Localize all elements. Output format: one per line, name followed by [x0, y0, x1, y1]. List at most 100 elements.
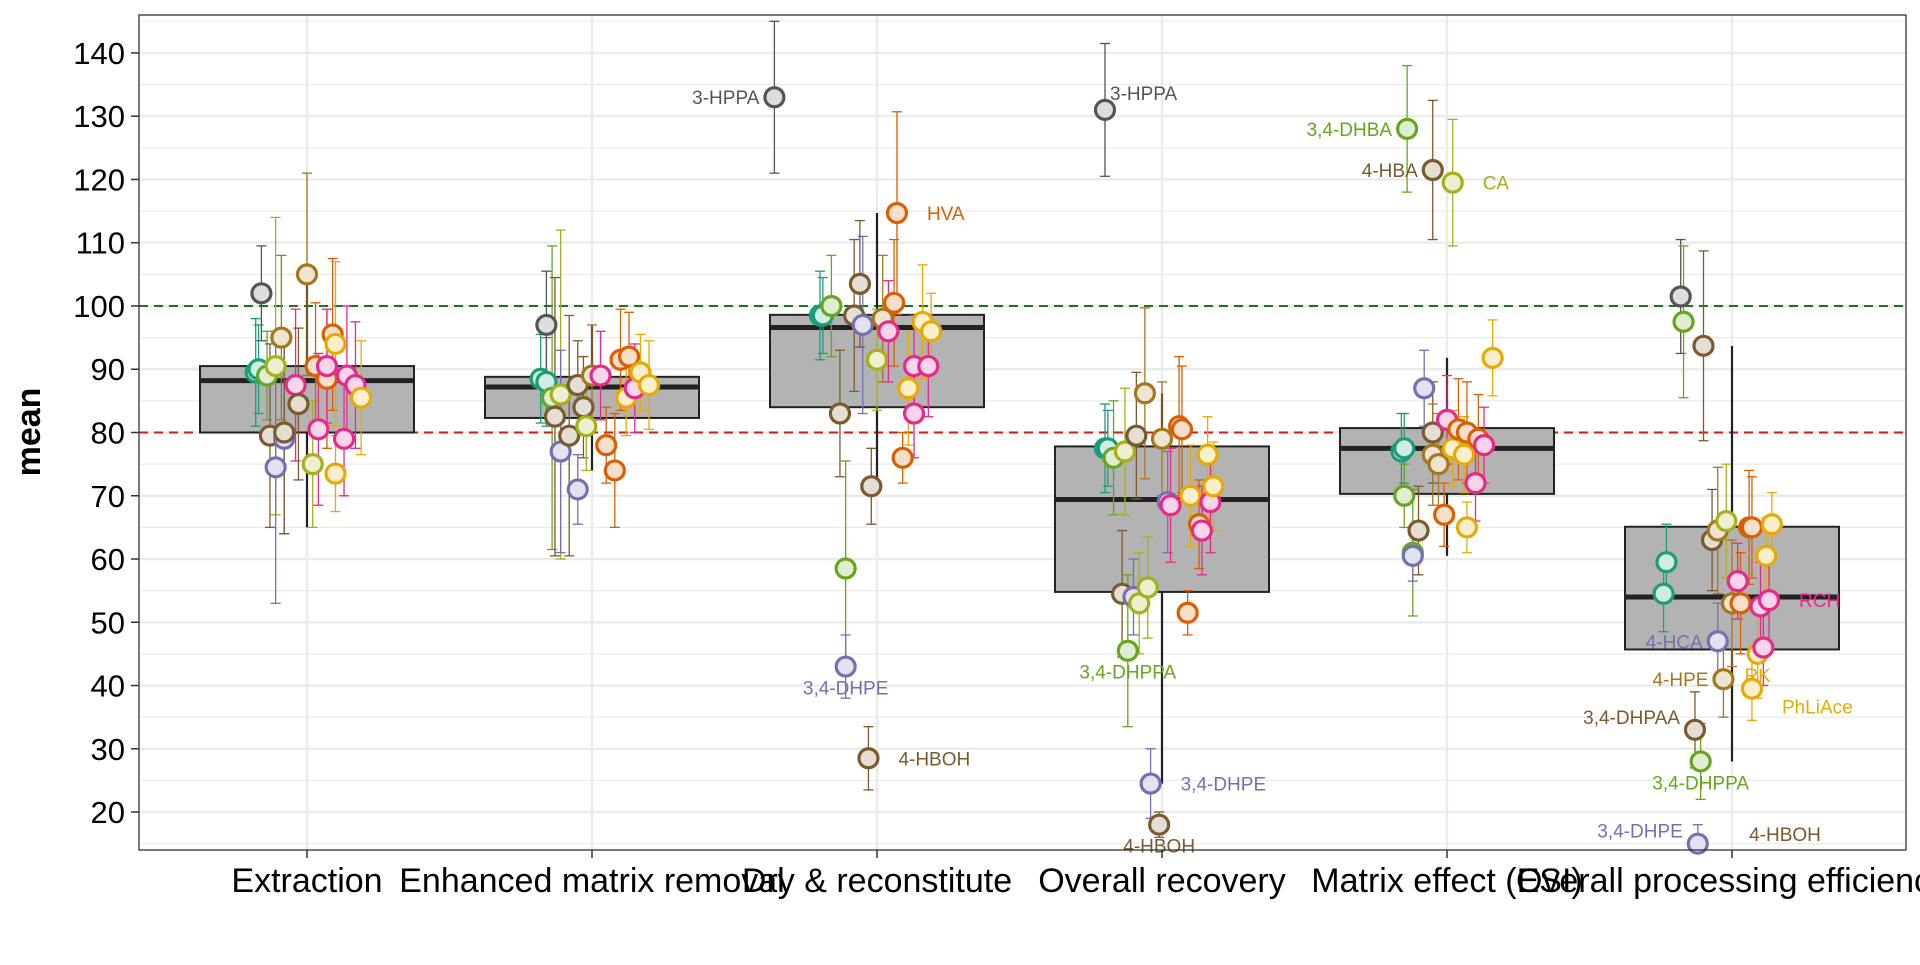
- data-point: [264, 456, 287, 479]
- data-point: [851, 313, 874, 337]
- point-label: HVA: [927, 204, 965, 225]
- point-bg: [1095, 100, 1115, 120]
- point-bg: [918, 356, 938, 376]
- point-bg: [1434, 505, 1454, 525]
- data-point: [1393, 484, 1416, 507]
- point-bg: [836, 559, 856, 579]
- point-label: 3,4-DHPE: [1181, 775, 1267, 796]
- data-point: [1481, 346, 1504, 369]
- point-bg: [1397, 119, 1417, 139]
- data-point: [250, 282, 273, 305]
- boxes-layer: [199, 212, 1840, 784]
- data-point: [1689, 750, 1712, 773]
- point-bg: [1759, 590, 1779, 610]
- point-bg: [1138, 577, 1158, 597]
- data-point: [1421, 158, 1444, 182]
- data-point: [307, 418, 330, 441]
- point-bg: [1181, 486, 1200, 506]
- point-bg: [251, 283, 271, 303]
- point-bg: [619, 347, 639, 367]
- point-bg: [853, 315, 873, 335]
- data-point: [1150, 427, 1174, 450]
- point-bg: [1716, 511, 1736, 531]
- data-point: [1655, 551, 1678, 574]
- data-point: [1672, 310, 1695, 333]
- y-tick-label: 20: [91, 795, 125, 830]
- data-point: [575, 415, 598, 438]
- point-bg: [1135, 383, 1155, 403]
- data-point: [877, 320, 900, 343]
- point-bg: [1671, 286, 1691, 306]
- point-bg: [1152, 429, 1172, 449]
- data-point: [917, 354, 940, 378]
- point-bg: [1200, 492, 1220, 512]
- data-point: [1472, 434, 1496, 457]
- data-point: [1715, 509, 1738, 533]
- point-bg: [1141, 774, 1161, 794]
- point-bg: [351, 388, 371, 408]
- point-bg: [878, 321, 898, 341]
- point-label: 3,4-DHPPA: [1652, 773, 1749, 794]
- data-point: [1113, 440, 1137, 463]
- data-point: [572, 396, 595, 419]
- point-bg: [1454, 445, 1474, 465]
- point-bg: [830, 404, 850, 424]
- point-label: 3-HPPA: [692, 88, 760, 109]
- data-point: [1760, 513, 1784, 536]
- point-bg: [573, 397, 593, 417]
- x-tick-label: Overall recovery: [1038, 862, 1286, 900]
- data-point: [885, 201, 909, 225]
- point-bg: [1118, 641, 1138, 661]
- data-point: [637, 373, 661, 397]
- data-point: [860, 475, 883, 498]
- point-bg: [850, 274, 870, 294]
- data-point: [617, 345, 641, 368]
- point-bg: [884, 293, 904, 313]
- y-tick-label: 100: [73, 289, 125, 324]
- point-bg: [1172, 419, 1192, 439]
- data-point: [1093, 98, 1117, 121]
- data-point: [301, 453, 324, 476]
- data-point: [1683, 718, 1707, 741]
- point-bg: [1483, 348, 1503, 368]
- point-bg: [303, 454, 323, 474]
- point-label: RCH: [1799, 591, 1840, 612]
- data-point: [273, 421, 296, 444]
- point-bg: [326, 334, 345, 354]
- point-bg: [1708, 631, 1728, 651]
- data-point: [1427, 453, 1450, 476]
- data-point: [848, 272, 872, 295]
- data-point: [897, 377, 920, 400]
- point-bg: [858, 748, 878, 768]
- data-point: [1176, 601, 1199, 624]
- data-point: [820, 294, 843, 318]
- point-label: 3,4-DHPE: [1597, 822, 1683, 843]
- y-tick-label: 30: [91, 732, 125, 767]
- data-point: [1726, 570, 1749, 593]
- data-point: [543, 405, 567, 428]
- data-point: [1136, 576, 1159, 599]
- point-bg: [1198, 445, 1218, 465]
- data-point: [1139, 772, 1162, 795]
- point-bg: [1656, 552, 1676, 572]
- data-point: [1407, 519, 1430, 542]
- point-bg: [836, 657, 856, 677]
- point-bg: [576, 416, 596, 436]
- data-point: [270, 326, 293, 349]
- data-point: [902, 402, 926, 425]
- point-bg: [764, 87, 784, 107]
- data-point: [566, 478, 589, 501]
- point-bg: [1762, 514, 1782, 534]
- data-point: [1757, 589, 1781, 612]
- point-bg: [1443, 173, 1463, 193]
- data-point: [332, 427, 356, 450]
- data-point: [1669, 285, 1692, 308]
- data-point: [535, 313, 558, 337]
- point-label: 3,4-DHBA: [1307, 120, 1393, 141]
- data-point: [350, 386, 373, 409]
- point-label: 3,4-DHPPA: [1079, 663, 1176, 684]
- data-point: [1421, 421, 1444, 444]
- y-axis-label: mean: [10, 388, 48, 477]
- point-bg: [559, 426, 579, 446]
